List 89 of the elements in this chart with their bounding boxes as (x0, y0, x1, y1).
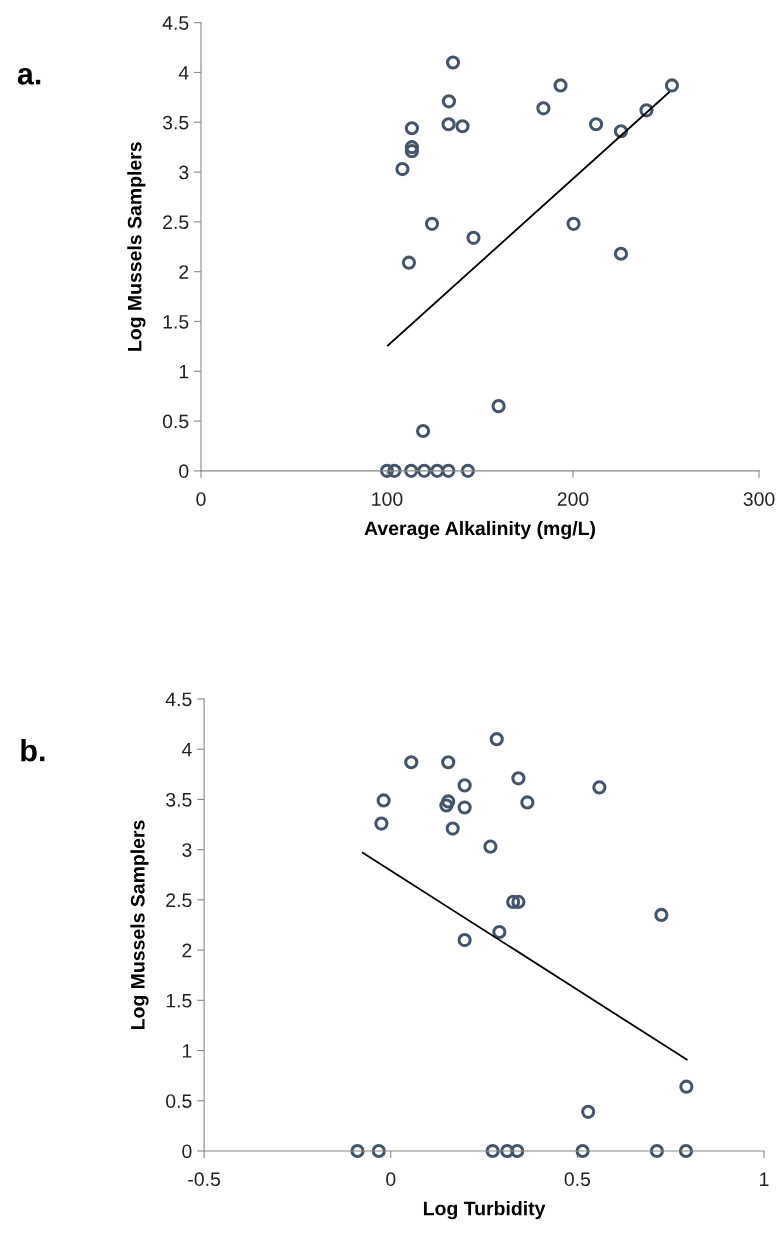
point (371, 1143, 386, 1159)
y-tick-label: 3.5 (162, 115, 189, 130)
point (592, 780, 607, 795)
y-tick-label: 2 (182, 943, 192, 958)
point (441, 94, 457, 109)
point (492, 924, 507, 940)
y-tick-label: 3 (179, 165, 189, 180)
point (445, 55, 461, 70)
point (404, 140, 419, 155)
point (395, 161, 410, 177)
y-tick-label: 1.5 (163, 315, 189, 329)
point (387, 463, 402, 478)
point (489, 732, 504, 747)
point (404, 121, 419, 136)
y-tick-label: 0.5 (166, 1094, 192, 1108)
text: a. (17, 67, 41, 85)
point (664, 78, 680, 93)
point (457, 932, 472, 948)
y-tick-label: 2.5 (163, 215, 189, 230)
point (350, 1143, 365, 1159)
point (441, 794, 456, 809)
point (649, 1143, 664, 1159)
point (404, 755, 419, 770)
y-tick-label: 1.5 (166, 993, 192, 1008)
x-tick-label: 200 (557, 492, 589, 506)
point (401, 255, 417, 270)
y-tick-label: 2.5 (166, 893, 192, 908)
x-tick-label: -0.5 (188, 1172, 221, 1187)
point (404, 144, 419, 159)
y-tick-label: 2 (179, 265, 189, 279)
point (483, 839, 498, 854)
point (457, 778, 472, 793)
point (441, 463, 456, 478)
point (511, 771, 526, 786)
y-tick-label: 4 (181, 742, 192, 757)
point (404, 463, 419, 478)
point (445, 821, 460, 836)
x-tick-label: 0.5 (564, 1172, 591, 1187)
point (491, 399, 506, 414)
point (510, 1143, 525, 1159)
y-axis-title: Log Mussels Samplers (127, 142, 146, 351)
y-tick-label: 4 (178, 66, 189, 80)
y-axis-title: Log Mussels Samplers (130, 820, 149, 1030)
x-tick-label: 100 (372, 492, 403, 506)
point (441, 755, 456, 770)
y-tick-label: 4.5 (165, 692, 192, 707)
y-tick-label: 0 (182, 1144, 192, 1159)
point (520, 795, 535, 810)
x-tick-label: 300 (743, 492, 775, 506)
point (506, 894, 521, 909)
point (417, 463, 432, 478)
y-tick-label: 0 (179, 464, 189, 479)
y-tick-label: 1 (182, 1044, 192, 1058)
point (485, 1143, 500, 1159)
point (581, 1104, 596, 1119)
y-tick-label: 1 (179, 364, 189, 379)
point (430, 463, 445, 478)
x-tick-label: 0 (386, 1172, 396, 1187)
point (654, 907, 669, 923)
point (460, 463, 475, 478)
text: b. (21, 738, 45, 762)
point (613, 246, 629, 261)
point (575, 1143, 590, 1159)
point (439, 798, 454, 813)
point (536, 101, 551, 116)
point (441, 117, 456, 132)
point (415, 423, 431, 439)
y-tick-label: 3.5 (166, 792, 192, 807)
point (500, 1143, 515, 1159)
point (455, 119, 470, 134)
point (553, 78, 568, 93)
y-tick-label: 3 (182, 843, 192, 857)
point (566, 216, 581, 231)
y-tick-label: 0.5 (162, 414, 189, 429)
point (374, 816, 389, 831)
x-axis-title: Log Turbidity (423, 1201, 546, 1220)
x-axis-title: Average Alkalinity (mg/L) (364, 520, 595, 540)
point (588, 117, 604, 132)
point (376, 793, 391, 808)
point (511, 894, 526, 909)
y-tick-label: 4.5 (162, 16, 189, 30)
point (466, 230, 481, 245)
point (457, 800, 472, 815)
point (424, 216, 440, 231)
x-tick-label: 0 (196, 492, 206, 506)
x-tick-label: 1 (760, 1172, 769, 1186)
point (678, 1143, 694, 1159)
point (679, 1079, 694, 1094)
point (379, 463, 395, 478)
